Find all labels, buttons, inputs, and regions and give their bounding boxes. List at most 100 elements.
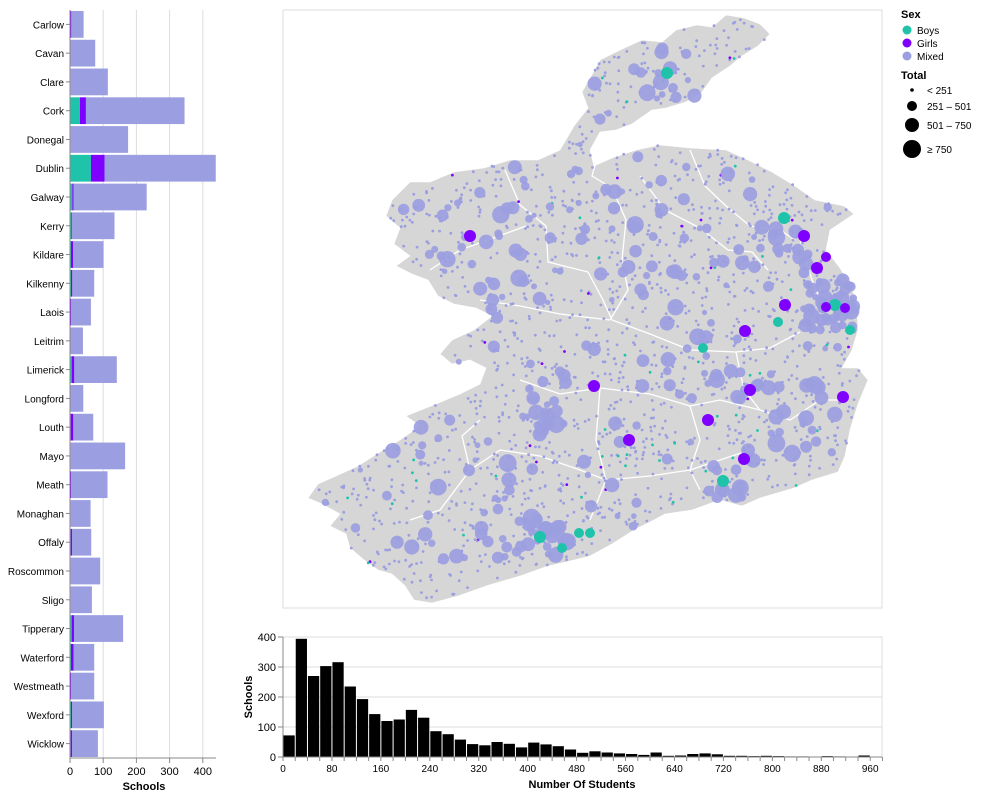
school-point-small bbox=[498, 309, 502, 313]
school-point-small bbox=[563, 225, 566, 228]
school-point-small bbox=[701, 266, 705, 270]
school-point-small bbox=[815, 249, 819, 252]
histogram-bar-160 bbox=[381, 721, 393, 757]
school-point-small bbox=[559, 489, 563, 493]
school-point-small-single-sex bbox=[565, 483, 569, 486]
school-point-small bbox=[342, 510, 346, 514]
school-point-small bbox=[665, 346, 669, 349]
school-point-small bbox=[678, 244, 682, 248]
school-point-small bbox=[694, 168, 698, 171]
school-point-small bbox=[568, 453, 571, 457]
histogram-bar-520 bbox=[601, 752, 613, 757]
school-bubble-mixed bbox=[701, 369, 708, 377]
school-point-small bbox=[616, 295, 620, 299]
school-point-small bbox=[525, 441, 529, 444]
school-point-small bbox=[716, 207, 719, 210]
school-point-small bbox=[421, 550, 425, 553]
school-point-small bbox=[459, 197, 463, 201]
school-bubble-mixed bbox=[486, 293, 500, 307]
county-label-sligo: Sligo bbox=[42, 596, 65, 607]
school-point-small bbox=[451, 269, 454, 273]
histogram-bar-0 bbox=[283, 735, 295, 757]
school-bubble-mixed bbox=[501, 472, 517, 488]
county-bar-galway-girls bbox=[72, 183, 74, 211]
school-bubble-mixed bbox=[710, 368, 723, 382]
school-point-small bbox=[619, 398, 623, 402]
school-point-small bbox=[622, 106, 626, 109]
school-point-small bbox=[530, 552, 534, 556]
school-point-small bbox=[819, 259, 823, 263]
school-point-small bbox=[495, 368, 498, 372]
school-point-small bbox=[388, 548, 392, 552]
school-point-small bbox=[735, 317, 739, 321]
school-point-small bbox=[548, 334, 551, 338]
histogram-bar-540 bbox=[613, 753, 626, 757]
school-point-small bbox=[580, 448, 584, 452]
histogram-bar-580 bbox=[638, 754, 650, 757]
school-point-small bbox=[415, 257, 418, 261]
school-point-small bbox=[707, 156, 711, 159]
school-point-small bbox=[502, 491, 505, 494]
school-point-small bbox=[492, 165, 496, 169]
histogram-bar-460 bbox=[564, 749, 577, 757]
school-point-small bbox=[699, 164, 702, 168]
school-point-small bbox=[750, 332, 754, 336]
school-bubble-mixed bbox=[543, 401, 551, 408]
school-point-small bbox=[747, 222, 751, 226]
school-point-small bbox=[453, 353, 457, 357]
school-point-small bbox=[412, 212, 416, 216]
school-point-small bbox=[742, 354, 746, 358]
school-point-small bbox=[648, 510, 652, 514]
school-point-small bbox=[393, 498, 396, 502]
school-point-small bbox=[466, 397, 470, 400]
school-point-small bbox=[540, 502, 544, 505]
school-bubble-girls bbox=[623, 434, 635, 446]
school-point-small bbox=[664, 312, 668, 315]
school-point-small bbox=[724, 468, 727, 471]
school-point-small bbox=[456, 265, 459, 269]
histogram-bar-220 bbox=[418, 717, 430, 757]
school-point-small bbox=[508, 507, 512, 511]
school-point-small bbox=[633, 274, 637, 277]
school-point-small bbox=[598, 261, 602, 264]
school-point-small bbox=[542, 505, 546, 509]
school-point-small bbox=[549, 293, 553, 297]
school-point-small bbox=[605, 339, 609, 343]
school-point-small bbox=[501, 411, 504, 415]
school-point-small bbox=[471, 170, 475, 174]
school-point-small bbox=[524, 227, 527, 230]
school-point-small bbox=[618, 285, 622, 288]
school-point-small-single-sex bbox=[748, 373, 752, 377]
school-point-small bbox=[460, 193, 464, 197]
school-bubble-mixed bbox=[587, 76, 602, 91]
school-point-small bbox=[350, 492, 354, 496]
county-bar-kerry-boys bbox=[70, 212, 72, 240]
histogram-xtick-label-320: 320 bbox=[470, 764, 487, 775]
county-x-axis-title: Schools bbox=[123, 781, 166, 793]
school-point-small bbox=[494, 178, 497, 182]
school-point-small bbox=[633, 446, 636, 450]
school-point-small bbox=[561, 241, 564, 244]
legend-sex-title: Sex bbox=[901, 9, 921, 21]
school-point-small bbox=[603, 372, 607, 376]
school-point-small bbox=[352, 487, 355, 491]
school-bubble-mixed bbox=[628, 521, 638, 531]
school-point-small bbox=[527, 496, 530, 500]
histogram-bar-340 bbox=[491, 742, 503, 757]
school-point-small bbox=[803, 354, 806, 357]
school-point-small bbox=[659, 453, 663, 457]
school-bubble-mixed bbox=[679, 233, 689, 243]
school-point-small bbox=[756, 163, 759, 167]
school-point-small bbox=[611, 280, 614, 283]
school-point-small bbox=[535, 562, 538, 566]
school-bubble-boys bbox=[829, 299, 841, 311]
school-point-small bbox=[769, 271, 773, 275]
school-point-small bbox=[701, 361, 705, 365]
school-point-small bbox=[674, 162, 678, 166]
school-point-small bbox=[835, 457, 839, 461]
school-bubble-mixed bbox=[526, 359, 535, 369]
school-point-small bbox=[491, 183, 495, 187]
school-point-small bbox=[419, 561, 423, 564]
